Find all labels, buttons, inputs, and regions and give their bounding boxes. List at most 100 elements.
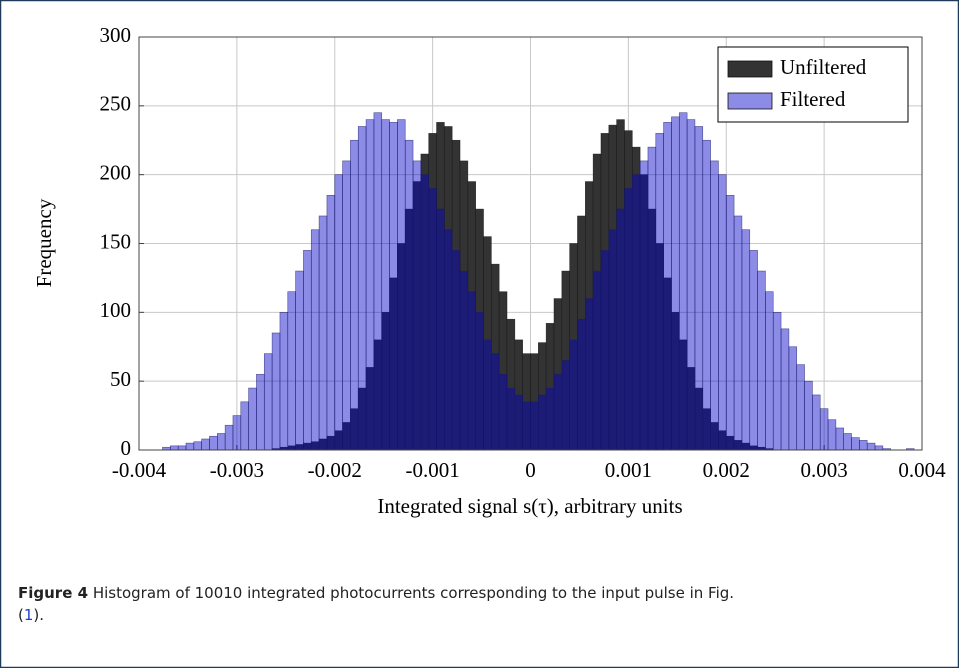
legend-label: Unfiltered xyxy=(780,55,867,79)
bar xyxy=(193,441,202,451)
bar xyxy=(796,364,805,451)
x-tick-label: 0.004 xyxy=(898,458,946,482)
bar xyxy=(381,119,390,451)
y-axis-label: Frequency xyxy=(32,198,56,287)
bar xyxy=(545,387,555,451)
bar xyxy=(678,112,688,451)
x-tick-label: 0.002 xyxy=(703,458,750,482)
bar xyxy=(334,174,343,451)
bar xyxy=(365,119,375,451)
bar xyxy=(491,353,500,451)
bar xyxy=(209,435,218,451)
bar xyxy=(373,112,383,451)
bar xyxy=(397,119,406,451)
bar xyxy=(444,229,453,451)
bar xyxy=(624,188,633,451)
legend-box xyxy=(717,46,909,123)
bar xyxy=(827,419,837,451)
caption-text: Histogram of 10010 integrated photocurre… xyxy=(93,584,734,602)
bar xyxy=(514,394,523,451)
legend-label: Filtered xyxy=(780,87,846,111)
bar xyxy=(240,401,249,451)
bar xyxy=(170,445,179,451)
bar xyxy=(843,433,852,451)
bar xyxy=(475,312,484,451)
y-tick-label: 300 xyxy=(100,23,132,47)
bar xyxy=(874,445,884,451)
bar xyxy=(420,174,430,451)
caption-ref-line: (1). xyxy=(18,606,44,624)
bar xyxy=(812,394,821,451)
x-tick-label: 0 xyxy=(525,458,536,482)
bar xyxy=(350,139,359,451)
legend-swatch xyxy=(727,92,773,110)
bar xyxy=(185,442,195,451)
bar xyxy=(561,360,570,451)
bar xyxy=(819,408,829,451)
plot: Integrated signal s(τ), arbitrary units … xyxy=(32,23,946,518)
x-axis-label: Integrated signal s(τ), arbitrary units xyxy=(377,494,682,518)
axes-frame xyxy=(138,36,923,451)
bar xyxy=(404,139,414,451)
bar xyxy=(224,424,234,451)
bar xyxy=(201,438,210,451)
series xyxy=(162,112,915,451)
bar xyxy=(357,126,367,451)
bar xyxy=(467,291,476,451)
bar xyxy=(569,339,578,451)
bar xyxy=(639,160,649,451)
x-tick-label: -0.003 xyxy=(210,458,264,482)
bar xyxy=(412,160,422,451)
bar xyxy=(263,353,273,451)
legend-swatch xyxy=(727,60,773,78)
bar xyxy=(428,188,437,451)
x-tick-label: 0.003 xyxy=(801,458,848,482)
bar xyxy=(217,433,226,451)
bar xyxy=(671,116,680,451)
x-tick-label: -0.002 xyxy=(308,458,362,482)
y-tick-label: 150 xyxy=(100,229,132,253)
bar xyxy=(318,215,328,451)
bar xyxy=(177,445,187,451)
bar xyxy=(765,291,774,451)
bar xyxy=(772,312,782,451)
bar xyxy=(631,174,641,451)
bar xyxy=(710,160,719,451)
caption: Figure 4 Histogram of 10010 integrated p… xyxy=(18,584,734,602)
bar xyxy=(436,208,445,451)
bar xyxy=(608,229,617,451)
bar xyxy=(295,270,304,451)
bar xyxy=(522,401,531,451)
bar xyxy=(303,250,312,451)
bar xyxy=(702,139,711,451)
bar xyxy=(859,440,868,451)
bar xyxy=(694,126,704,451)
bar xyxy=(616,208,625,451)
bar xyxy=(506,387,516,451)
caption-tail: ). xyxy=(33,606,44,624)
bar xyxy=(553,373,563,451)
bar xyxy=(232,415,242,451)
x-tick-label: -0.001 xyxy=(406,458,460,482)
bar xyxy=(326,195,336,451)
bar xyxy=(663,122,672,451)
bar xyxy=(718,174,727,451)
bar xyxy=(788,346,798,451)
bar xyxy=(733,215,743,451)
caption-label: Figure 4 xyxy=(18,584,88,602)
bar xyxy=(655,133,664,451)
bar xyxy=(271,332,281,451)
caption-ref: 1 xyxy=(24,606,34,624)
bar xyxy=(866,442,876,451)
bar xyxy=(342,160,351,451)
bar xyxy=(538,394,547,451)
y-tick-label: 200 xyxy=(100,160,132,184)
y-tick-label: 0 xyxy=(121,436,132,460)
bar xyxy=(483,339,492,451)
bar xyxy=(780,328,790,451)
bar xyxy=(279,312,289,451)
bar xyxy=(498,373,508,451)
bar xyxy=(287,291,296,451)
bar xyxy=(686,119,696,451)
